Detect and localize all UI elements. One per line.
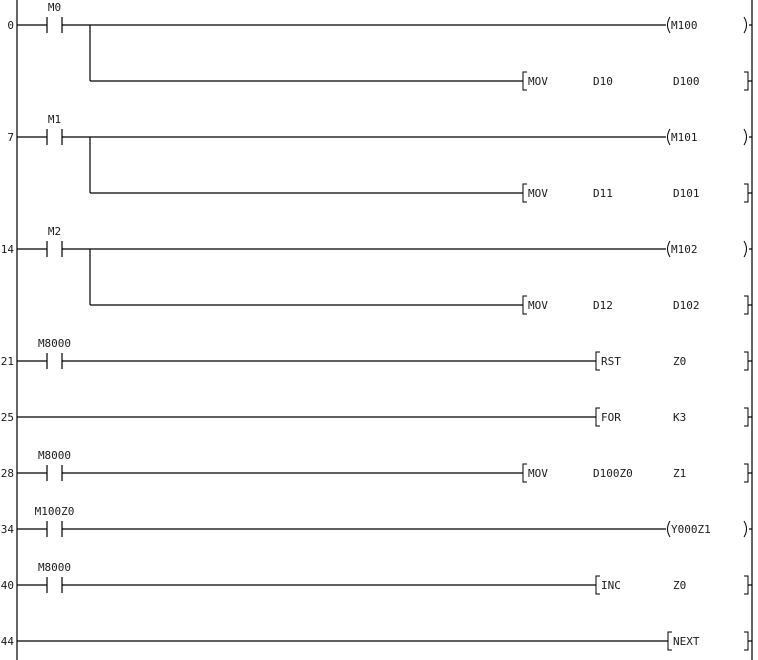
coil-right-paren <box>743 520 747 538</box>
instruction-right-bracket <box>744 71 749 91</box>
instruction-left-bracket <box>522 463 527 483</box>
instruction-name: INC <box>601 579 621 592</box>
step-number: 28 <box>1 467 14 480</box>
contact-label: M8000 <box>38 449 71 462</box>
rung: 14 M102 M2 MOV D12 D102 <box>1 225 752 315</box>
instruction-operand: Z0 <box>673 355 686 368</box>
coil-left-paren <box>667 240 671 258</box>
coil-label: Y000Z1 <box>671 523 711 536</box>
step-number: 21 <box>1 355 14 368</box>
coil-right-paren <box>743 128 747 146</box>
instruction-right-bracket <box>744 631 749 651</box>
contact-label: M100Z0 <box>35 505 75 518</box>
instruction-left-bracket <box>522 295 527 315</box>
instruction-name: MOV <box>528 187 548 200</box>
instruction-operand: K3 <box>673 411 686 424</box>
step-number: 44 <box>1 635 15 648</box>
instruction-operand: D10 <box>593 75 613 88</box>
instruction-right-bracket <box>744 351 749 371</box>
coil-label: M100 <box>671 19 698 32</box>
step-number: 40 <box>1 579 14 592</box>
instruction-left-bracket <box>595 351 600 371</box>
instruction-operand: D100 <box>673 75 700 88</box>
instruction-left-bracket <box>522 183 527 203</box>
coil-label: M101 <box>671 131 698 144</box>
instruction-left-bracket <box>595 407 600 427</box>
instruction-left-bracket <box>667 631 672 651</box>
instruction-operand: D11 <box>593 187 613 200</box>
instruction-name: MOV <box>528 299 548 312</box>
instruction-name: NEXT <box>673 635 700 648</box>
instruction-right-bracket <box>744 407 749 427</box>
rung: 34 Y000Z1 M100Z0 <box>1 505 752 538</box>
contact-label: M8000 <box>38 561 71 574</box>
rung: 7 M101 M1 MOV D11 D101 <box>7 113 752 203</box>
rung: 21 RST Z0 M8000 <box>1 337 752 371</box>
step-number: 7 <box>7 131 14 144</box>
instruction-right-bracket <box>744 295 749 315</box>
instruction-operand: D12 <box>593 299 613 312</box>
instruction-right-bracket <box>744 575 749 595</box>
step-number: 25 <box>1 411 14 424</box>
instruction-name: MOV <box>528 75 548 88</box>
contact-label: M8000 <box>38 337 71 350</box>
instruction-left-bracket <box>595 575 600 595</box>
rung: 44 NEXT <box>1 631 752 651</box>
rung: 40 INC Z0 M8000 <box>1 561 752 595</box>
instruction-right-bracket <box>744 183 749 203</box>
instruction-operand: Z0 <box>673 579 686 592</box>
contact-label: M0 <box>48 1 61 14</box>
step-number: 0 <box>7 19 14 32</box>
step-number: 14 <box>1 243 15 256</box>
instruction-left-bracket <box>522 71 527 91</box>
instruction-operand: D102 <box>673 299 700 312</box>
coil-right-paren <box>743 240 747 258</box>
rung: 0 M100 M0 MOV D10 D100 <box>7 1 752 91</box>
instruction-operand: D100Z0 <box>593 467 633 480</box>
instruction-name: FOR <box>601 411 621 424</box>
rung: 25 FOR K3 <box>1 407 752 427</box>
instruction-operand: D101 <box>673 187 700 200</box>
coil-left-paren <box>667 16 671 34</box>
instruction-operand: Z1 <box>673 467 686 480</box>
coil-right-paren <box>743 16 747 34</box>
instruction-name: RST <box>601 355 621 368</box>
contact-label: M2 <box>48 225 61 238</box>
coil-left-paren <box>667 520 671 538</box>
rung: 28 MOV D100Z0 Z1 M8000 <box>1 449 752 483</box>
contact-label: M1 <box>48 113 61 126</box>
instruction-name: MOV <box>528 467 548 480</box>
coil-left-paren <box>667 128 671 146</box>
coil-label: M102 <box>671 243 698 256</box>
instruction-right-bracket <box>744 463 749 483</box>
step-number: 34 <box>1 523 15 536</box>
